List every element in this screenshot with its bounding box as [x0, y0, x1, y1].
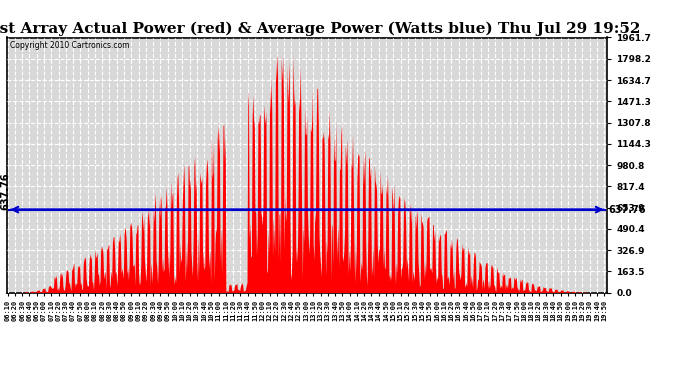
Title: West Array Actual Power (red) & Average Power (Watts blue) Thu Jul 29 19:52: West Array Actual Power (red) & Average … — [0, 22, 640, 36]
Text: 637.76: 637.76 — [1, 172, 10, 210]
Text: 637.76: 637.76 — [609, 205, 646, 214]
Text: Copyright 2010 Cartronics.com: Copyright 2010 Cartronics.com — [10, 41, 130, 50]
